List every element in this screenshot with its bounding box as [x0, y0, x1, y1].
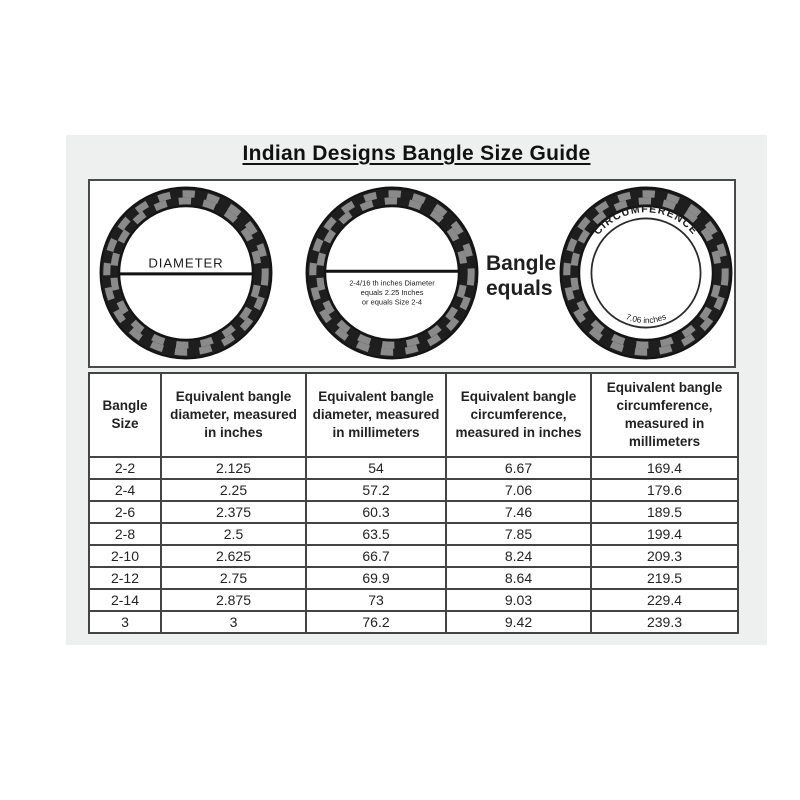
table-cell: 2.875: [160, 588, 307, 612]
column-header: Bangle Size: [88, 372, 162, 458]
size-caption-line-2: equals 2.25 Inches: [361, 288, 424, 297]
table-row: 2-8 2.5 63.5 7.85 199.4: [88, 522, 739, 546]
column-header: Equivalent bangle circumference, measure…: [445, 372, 592, 458]
table-cell: 9.42: [445, 610, 592, 634]
table-cell: 60.3: [305, 500, 447, 524]
table-row: 2-10 2.625 66.7 8.24 209.3: [88, 544, 739, 568]
table-cell: 2.75: [160, 566, 307, 590]
table-cell: 63.5: [305, 522, 447, 546]
table-cell: 2.125: [160, 456, 307, 480]
table-cell: 9.03: [445, 588, 592, 612]
table-cell: 7.85: [445, 522, 592, 546]
column-header: Equivalent bangle circumference, measure…: [590, 372, 739, 458]
inner-circle: [590, 217, 702, 329]
bangle-size-illustration: 2-4/16 th inches Diameter equals 2.25 In…: [305, 186, 479, 360]
header-row: Bangle Size Equivalent bangle diameter, m…: [88, 372, 739, 458]
table-row: 2-12 2.75 69.9 8.64 219.5: [88, 566, 739, 590]
guide-panel: Indian Designs Bangle Size Guide DIAMETE…: [66, 135, 767, 645]
table-cell: 2-14: [88, 588, 162, 612]
table-cell: 2-12: [88, 566, 162, 590]
table-cell: 66.7: [305, 544, 447, 568]
table-cell: 219.5: [590, 566, 739, 590]
circumference-value-label: 7.06 inches: [625, 311, 668, 325]
table-cell: 2.5: [160, 522, 307, 546]
table-cell: 2.25: [160, 478, 307, 502]
bangle-diameter-illustration: DIAMETER: [99, 186, 273, 360]
bangle-circumference-illustration: CIRCUMFERENCE 7.06 inches: [559, 186, 733, 360]
table-cell: 3: [160, 610, 307, 634]
table-cell: 69.9: [305, 566, 447, 590]
table-cell: 6.67: [445, 456, 592, 480]
table-cell: 2.625: [160, 544, 307, 568]
table-cell: 199.4: [590, 522, 739, 546]
table-cell: 7.46: [445, 500, 592, 524]
diameter-label: DIAMETER: [148, 256, 223, 271]
table-cell: 2-2: [88, 456, 162, 480]
table-cell: 57.2: [305, 478, 447, 502]
size-caption-line-1: 2-4/16 th inches Diameter: [349, 278, 435, 287]
table-cell: 54: [305, 456, 447, 480]
table-cell: 2-10: [88, 544, 162, 568]
page-title: Indian Designs Bangle Size Guide: [242, 142, 591, 165]
table-row: 3 3 76.2 9.42 239.3: [88, 610, 739, 634]
table-row: 2-2 2.125 54 6.67 169.4: [88, 456, 739, 480]
table-cell: 189.5: [590, 500, 739, 524]
table-cell: 2-4: [88, 478, 162, 502]
table-row: 2-4 2.25 57.2 7.06 179.6: [88, 478, 739, 502]
bangle-equals-label: Bangle equals: [486, 251, 574, 301]
table-cell: 8.24: [445, 544, 592, 568]
column-header: Equivalent bangle diameter, measured in …: [305, 372, 447, 458]
equals-line-1: Bangle: [486, 252, 557, 275]
table-cell: 179.6: [590, 478, 739, 502]
table-row: 2-6 2.375 60.3 7.46 189.5: [88, 500, 739, 524]
table-cell: 169.4: [590, 456, 739, 480]
table-cell: 3: [88, 610, 162, 634]
table-cell: 239.3: [590, 610, 739, 634]
table-cell: 229.4: [590, 588, 739, 612]
size-table: Bangle Size Equivalent bangle diameter, m…: [88, 372, 739, 634]
table-row: 2-14 2.875 73 9.03 229.4: [88, 588, 739, 612]
table-cell: 7.06: [445, 478, 592, 502]
table-cell: 2-6: [88, 500, 162, 524]
table-cell: 73: [305, 588, 447, 612]
table-cell: 2-8: [88, 522, 162, 546]
table-cell: 76.2: [305, 610, 447, 634]
bangle-ring: [305, 186, 479, 360]
column-header: Equivalent bangle diameter, measured in …: [160, 372, 307, 458]
table-cell: 209.3: [590, 544, 739, 568]
table-cell: 8.64: [445, 566, 592, 590]
size-caption-line-3: or equals Size 2-4: [362, 298, 422, 307]
bangle-diagram-box: DIAMETER 2-4/16 th inches Diameter equal…: [88, 179, 736, 368]
table-cell: 2.375: [160, 500, 307, 524]
equals-line-2: equals: [486, 277, 553, 301]
